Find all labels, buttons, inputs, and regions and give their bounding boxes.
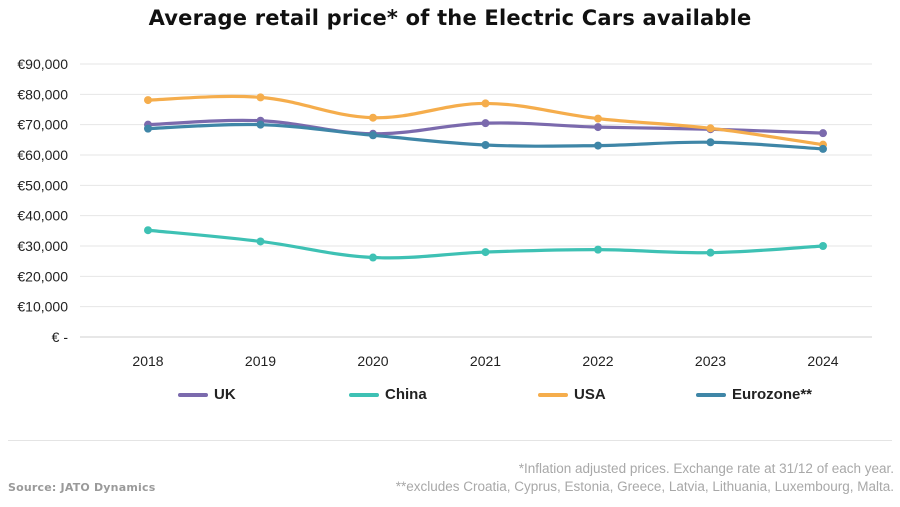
inflation-footnote: *Inflation adjusted prices. Exchange rat…: [518, 461, 894, 476]
x-tick-label: 2020: [357, 353, 388, 369]
x-axis-ticks: 2018 2019 2020 2021 2022 2023 2024: [132, 353, 838, 369]
data-point-eurozone: [481, 140, 490, 149]
data-point-china: [256, 237, 265, 246]
data-point-uk: [819, 129, 827, 138]
y-tick-label: € -: [52, 329, 69, 345]
exclusions-footnote: **excludes Croatia, Cyprus, Estonia, Gre…: [395, 479, 894, 494]
data-point-eurozone: [819, 144, 827, 153]
data-point-usa: [594, 114, 602, 123]
data-point-eurozone: [594, 141, 602, 150]
series-uk: [144, 116, 827, 138]
x-tick-label: 2019: [245, 353, 276, 369]
x-tick-label: 2024: [807, 353, 838, 369]
data-point-uk: [481, 119, 490, 128]
chart-title: Average retail price* of the Electric Ca…: [148, 6, 752, 30]
y-tick-label: €50,000: [17, 177, 68, 193]
legend-item-china: China: [349, 386, 427, 403]
y-tick-label: €60,000: [17, 147, 68, 163]
legend-label: Eurozone**: [732, 386, 813, 403]
data-point-usa: [369, 113, 377, 122]
data-point-china: [819, 242, 827, 250]
legend-swatch: [349, 392, 379, 397]
data-point-uk: [594, 123, 602, 132]
data-point-usa: [256, 93, 265, 102]
data-point-china: [706, 248, 715, 257]
data-point-china: [369, 253, 377, 262]
y-axis-ticks: € - €10,000 €20,000 €30,000 €40,000 €50,000 €6…: [17, 56, 68, 345]
y-tick-label: €20,000: [17, 268, 68, 284]
legend-item-eurozone: Eurozone**: [696, 386, 812, 403]
chart-legend: UK China USA Eurozone**: [0, 386, 900, 410]
line-chart: € - €10,000 €20,000 €30,000 €40,000 €50,000 €6…: [17, 56, 872, 369]
legend-swatch: [696, 392, 726, 397]
x-tick-label: 2022: [582, 353, 613, 369]
data-point-china: [144, 226, 152, 235]
data-point-usa: [144, 96, 152, 105]
x-tick-label: 2018: [132, 353, 163, 369]
y-tick-label: €70,000: [17, 117, 68, 133]
data-point-eurozone: [144, 124, 152, 133]
y-tick-label: €30,000: [17, 238, 68, 254]
series-lines: [144, 93, 827, 262]
footer-divider: [8, 440, 892, 441]
series-usa: [144, 93, 827, 149]
series-eurozone: [144, 120, 827, 153]
y-tick-label: €10,000: [17, 299, 68, 315]
y-tick-label: €90,000: [17, 56, 68, 72]
data-point-eurozone: [256, 120, 265, 129]
data-point-eurozone: [706, 138, 715, 147]
legend-label: China: [385, 386, 427, 403]
x-tick-label: 2023: [695, 353, 726, 369]
data-point-usa: [706, 124, 715, 133]
data-point-usa: [481, 99, 490, 108]
legend-item-usa: USA: [538, 386, 606, 403]
y-tick-label: €80,000: [17, 86, 68, 102]
legend-item-uk: UK: [178, 386, 236, 403]
data-point-china: [481, 248, 490, 257]
x-tick-label: 2021: [470, 353, 501, 369]
data-point-eurozone: [369, 131, 377, 140]
legend-label: UK: [214, 386, 236, 403]
data-point-china: [594, 245, 602, 254]
legend-swatch: [178, 392, 208, 397]
legend-swatch: [538, 392, 568, 397]
y-tick-label: €40,000: [17, 208, 68, 224]
series-china: [144, 226, 827, 262]
source-credit: Source: JATO Dynamics: [8, 481, 156, 494]
legend-label: USA: [574, 386, 606, 403]
